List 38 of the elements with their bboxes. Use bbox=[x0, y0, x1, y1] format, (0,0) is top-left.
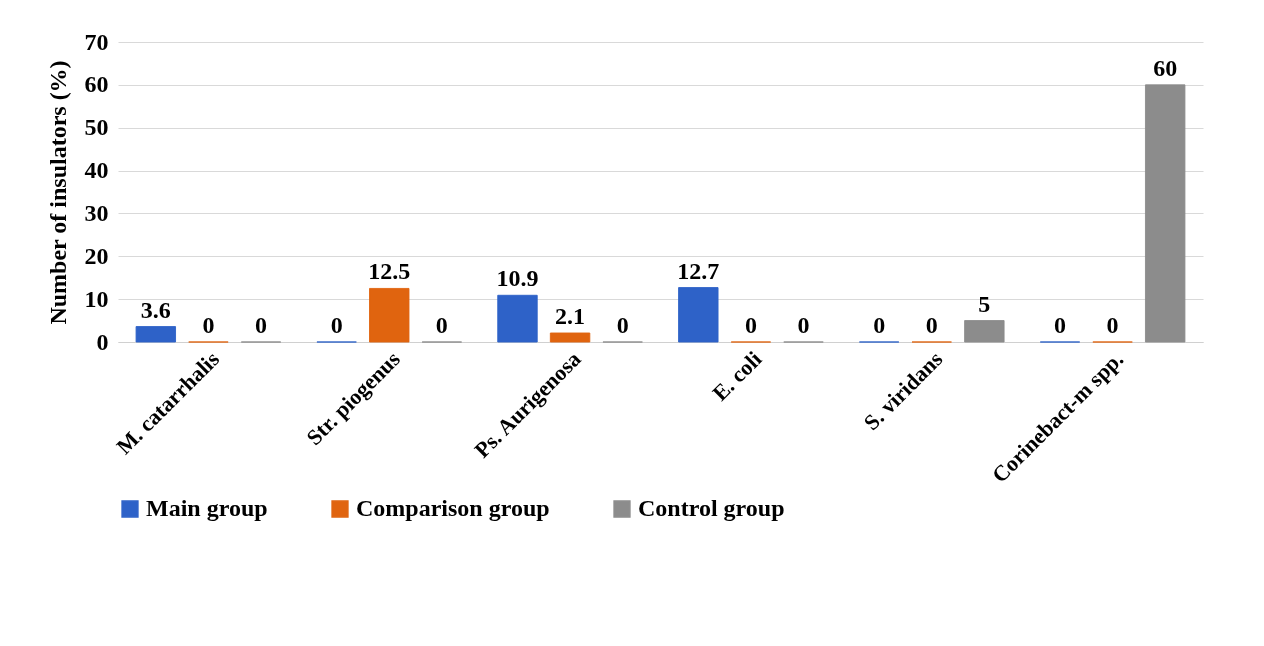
data-label: 0 bbox=[1053, 312, 1066, 338]
data-label: 0 bbox=[330, 312, 343, 338]
y-tick-label: 60 bbox=[84, 71, 109, 98]
data-label: 0 bbox=[744, 312, 757, 338]
data-label: 0 bbox=[255, 312, 268, 338]
x-tick-label: E. coli bbox=[707, 346, 767, 406]
y-tick-label: 20 bbox=[84, 242, 109, 269]
bar bbox=[549, 332, 591, 343]
y-tick-label: 40 bbox=[84, 157, 109, 184]
data-label: 0 bbox=[435, 312, 448, 338]
legend-label: Main group bbox=[146, 495, 268, 521]
data-label: 3.6 bbox=[140, 296, 171, 323]
legend-label: Comparison group bbox=[356, 495, 550, 521]
data-label: 10.9 bbox=[496, 265, 539, 292]
data-label: 0 bbox=[873, 312, 886, 338]
bar bbox=[678, 287, 719, 343]
bar bbox=[135, 326, 177, 343]
data-label: 60 bbox=[1153, 54, 1178, 81]
data-label: 0 bbox=[797, 312, 810, 338]
data-label: 0 bbox=[925, 312, 938, 338]
bar bbox=[1144, 84, 1186, 343]
y-tick-label: 0 bbox=[96, 328, 109, 355]
data-label: 0 bbox=[616, 312, 629, 338]
data-label: 0 bbox=[1106, 312, 1119, 338]
y-tick-label: 30 bbox=[84, 199, 109, 226]
bar bbox=[369, 287, 410, 343]
legend-label: Control group bbox=[638, 495, 785, 521]
data-label: 12.5 bbox=[368, 258, 411, 285]
y-axis-title: Number of insulators (%) bbox=[44, 60, 71, 325]
data-label: 0 bbox=[202, 312, 215, 338]
y-tick-label: 10 bbox=[84, 285, 109, 312]
data-label: 5 bbox=[978, 290, 991, 317]
y-tick-label: 70 bbox=[84, 28, 109, 55]
bar bbox=[964, 320, 1005, 343]
data-label: 2.1 bbox=[555, 303, 586, 329]
bar bbox=[497, 294, 538, 343]
y-tick-label: 50 bbox=[84, 114, 109, 141]
data-label: 12.7 bbox=[677, 257, 720, 284]
